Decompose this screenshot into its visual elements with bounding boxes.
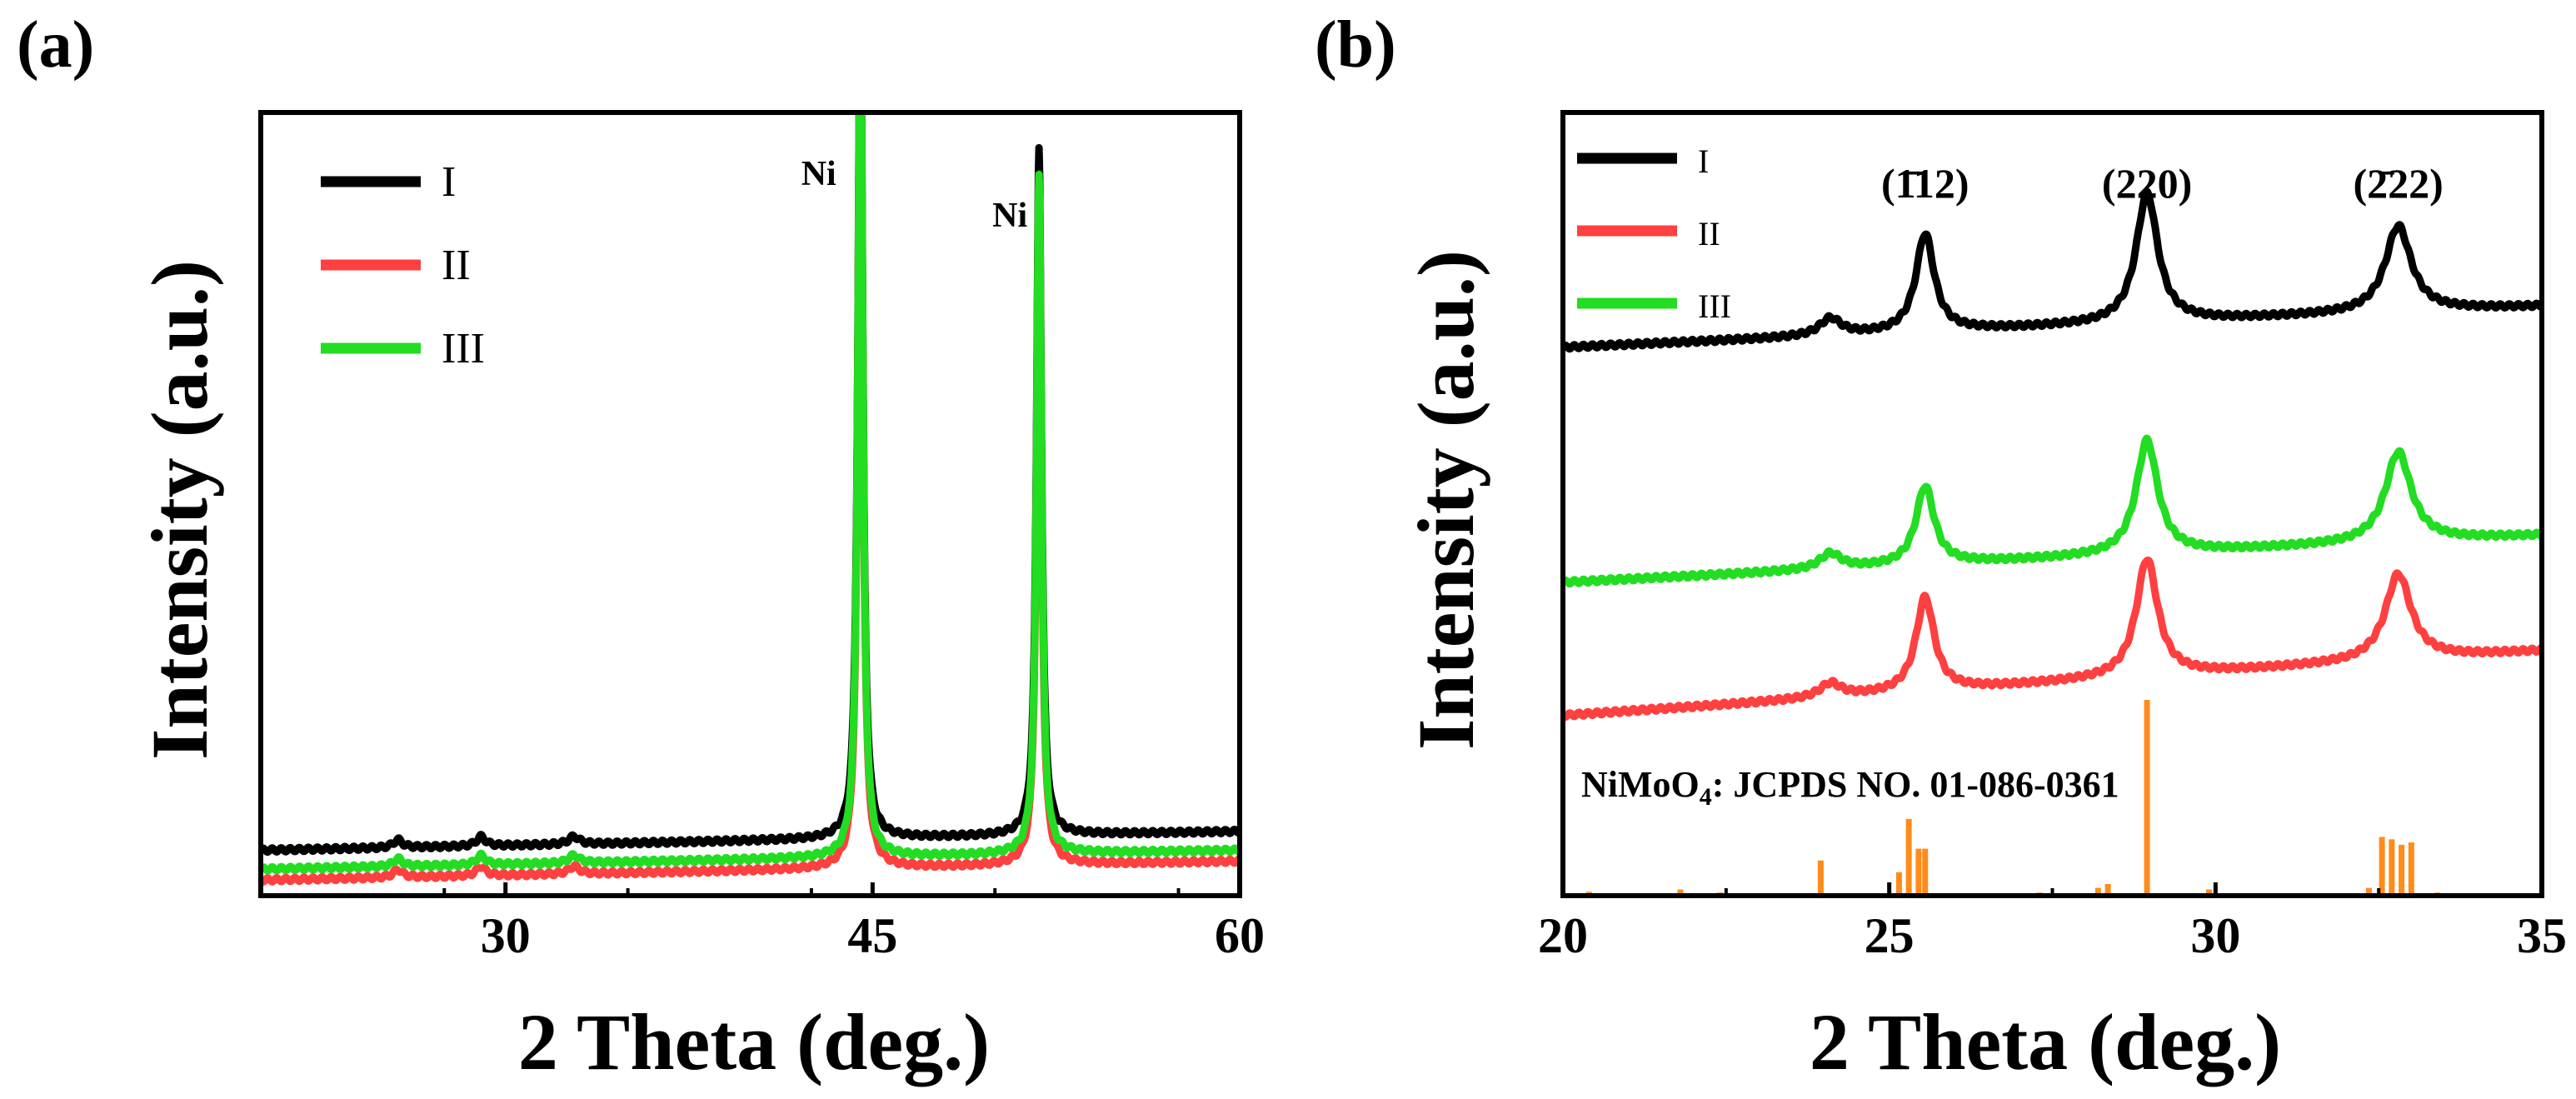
reference-stick: [1922, 848, 1929, 896]
reference-stick: [2408, 842, 2414, 896]
reference-stick: [2389, 839, 2395, 896]
x-tick-label: 30: [481, 908, 531, 963]
reference-stick: [2104, 883, 2111, 896]
panel-b: (b) Intensity (a.u.) 2 Theta (deg.) NiMo…: [1315, 8, 2567, 1087]
panel-a-series-group: [261, 112, 1240, 886]
series-line-i: [261, 112, 1240, 857]
annotation-ni: Ni: [801, 155, 836, 193]
x-tick-label: 35: [2517, 908, 2567, 963]
series-line-ii: [1563, 556, 2542, 722]
reference-stick: [1905, 818, 1912, 896]
legend-label-iii: III: [442, 325, 485, 372]
panel-a-plot-frame: [258, 110, 1242, 898]
reference-stick: [2144, 700, 2150, 896]
reference-pattern-label: NiMoO4: JCPDS NO. 01-086-0361: [1581, 764, 2119, 811]
x-tick-label: 60: [1215, 908, 1265, 963]
series-line-iii: [261, 112, 1240, 875]
legend-label-iii: III: [1698, 287, 1731, 325]
reference-label-jcpds: : JCPDS NO. 01-086-0361: [1712, 764, 2119, 805]
series-line-i: [1563, 187, 2542, 353]
series-line-iii: [1563, 434, 2542, 588]
panel-a: (a) Intensity (a.u.) 2 Theta (deg.) NiNi…: [17, 8, 1265, 1087]
x-tick-label: 30: [2190, 908, 2240, 963]
panel-b-annotations: (1̄12) (220) (2̄22): [1881, 160, 2444, 207]
legend-label-i: I: [442, 158, 456, 206]
x-tick-label: 45: [847, 908, 897, 963]
annotation-miller-index: (220): [2102, 160, 2192, 207]
panel-a-xlabel: 2 Theta (deg.): [518, 997, 990, 1087]
legend-label-i: I: [1698, 142, 1709, 180]
annotation-ni: Ni: [992, 197, 1027, 235]
annotation-miller-index: (2̄22): [2354, 160, 2444, 207]
panel-a-ticks: 30 45 60: [442, 882, 1265, 963]
reference-stick: [2206, 889, 2212, 896]
reference-label-subscript: 4: [1700, 783, 1712, 811]
panel-b-ticks: 20 25 30 35: [1538, 882, 2567, 963]
panel-a-label: (a): [17, 8, 94, 82]
reference-stick: [1915, 848, 1922, 896]
panel-a-annotations: Ni Ni: [801, 155, 1028, 235]
panel-b-label: (b): [1315, 8, 1396, 82]
reference-stick: [1677, 889, 1684, 896]
reference-stick: [2399, 844, 2405, 896]
reference-stick: [2379, 837, 2385, 896]
legend-label-ii: II: [1698, 215, 1720, 252]
x-tick-label: 20: [1538, 908, 1588, 963]
x-tick-label: 25: [1865, 908, 1915, 963]
legend-label-ii: II: [442, 242, 471, 289]
reference-label-formula: NiMoO: [1581, 764, 1700, 805]
reference-stick: [1895, 872, 1902, 896]
panel-b-series-group: [1563, 187, 2542, 722]
panel-b-ylabel: Intensity (a.u.): [1401, 250, 1490, 750]
reference-stick: [2094, 887, 2101, 896]
series-line-ii: [261, 112, 1240, 886]
panel-b-xlabel: 2 Theta (deg.): [1810, 997, 2281, 1087]
reference-stick: [1817, 860, 1824, 896]
reference-stick: [2365, 887, 2372, 896]
annotation-miller-index: (1̄12): [1881, 160, 1969, 207]
panel-a-ylabel: Intensity (a.u.): [135, 260, 224, 760]
